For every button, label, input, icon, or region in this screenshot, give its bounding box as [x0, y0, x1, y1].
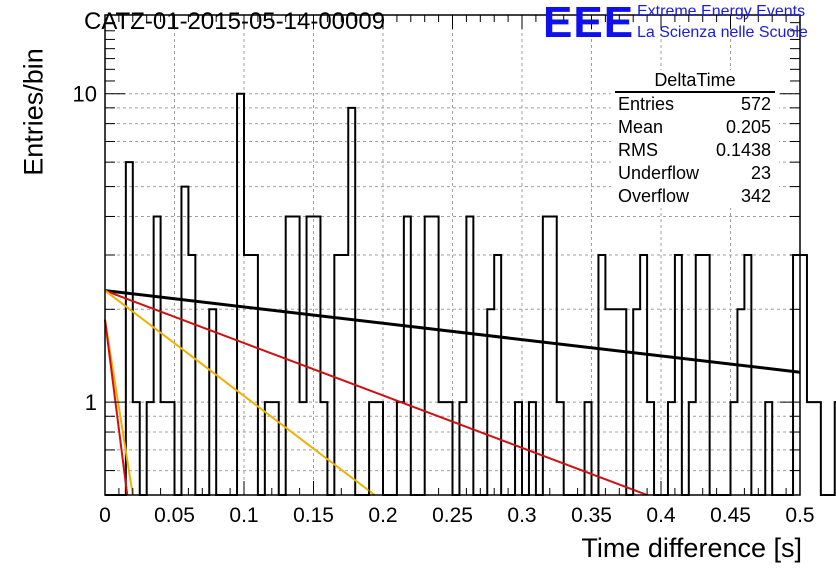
stats-value: 0.205 [725, 117, 771, 137]
y-tick-label: 10 [73, 82, 97, 107]
x-tick-label: 0.05 [154, 504, 195, 527]
x-axis-label: Time difference [s] [581, 533, 802, 563]
stats-label: Underflow [618, 163, 700, 183]
fit-lines-layer [104, 289, 801, 496]
histogram-outline [105, 92, 836, 496]
x-tick-label: 0.2 [368, 504, 397, 527]
stats-label: Entries [618, 94, 675, 114]
fit-line [104, 289, 376, 496]
stats-row-rms: RMS 0.1438 [611, 139, 779, 162]
stats-box: DeltaTime Entries 572 Mean 0.205 RMS 0.1… [611, 70, 779, 208]
x-tick-label: 0.35 [571, 504, 612, 527]
x-tick-label: 0.3 [507, 504, 536, 527]
stats-row-entries: Entries 572 [611, 93, 779, 116]
stats-value: 0.1438 [715, 140, 771, 160]
x-tick-label: 0 [99, 504, 111, 527]
x-tick-label: 0.15 [293, 504, 334, 527]
stats-row-overflow: Overflow 342 [611, 185, 779, 208]
stats-row-mean: Mean 0.205 [611, 116, 779, 139]
eee-logo: EEE [543, 0, 635, 47]
tick-label-layer: 0 0.05 0.1 0.15 0.2 0.25 0.3 0.35 0.4 0.45 0.5 1 10 [73, 82, 815, 527]
eee-logo-line1: Extreme Energy Events [637, 3, 806, 20]
fit-line [104, 289, 801, 374]
x-tick-label: 0.1 [229, 504, 258, 527]
chart-title: CATZ-01-2015-05-14-00009 [84, 8, 386, 35]
fit-line [104, 319, 129, 496]
tick-layer [104, 15, 800, 496]
fit-line [104, 289, 648, 496]
stats-value: 342 [740, 186, 771, 206]
stats-title: DeltaTime [615, 70, 775, 93]
eee-logo-line2: La Scienza nelle Scuole [637, 24, 808, 41]
y-axis-label: Entries/bin [18, 48, 49, 176]
stats-label: Overflow [618, 186, 690, 206]
histogram-layer [105, 92, 836, 496]
stats-label: RMS [618, 140, 658, 160]
stats-row-underflow: Underflow 23 [611, 162, 779, 185]
x-tick-label: 0.25 [432, 504, 473, 527]
stats-value: 23 [750, 163, 771, 183]
y-tick-label: 1 [85, 390, 97, 415]
stats-label: Mean [618, 117, 664, 137]
stats-value: 572 [740, 94, 771, 114]
x-tick-label: 0.45 [710, 504, 751, 527]
x-tick-label: 0.4 [646, 504, 676, 527]
x-tick-label: 0.5 [785, 504, 814, 527]
